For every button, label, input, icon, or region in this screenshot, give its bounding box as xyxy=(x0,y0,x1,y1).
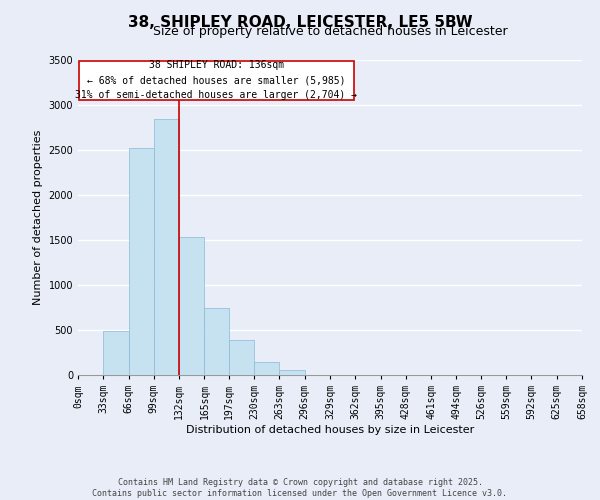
Bar xyxy=(154,120,179,375)
Bar xyxy=(205,308,229,375)
Bar xyxy=(254,362,280,375)
Bar xyxy=(179,238,205,375)
Title: Size of property relative to detached houses in Leicester: Size of property relative to detached ho… xyxy=(152,25,508,38)
Y-axis label: Number of detached properties: Number of detached properties xyxy=(33,130,43,305)
Text: 38 SHIPLEY ROAD: 136sqm
← 68% of detached houses are smaller (5,985)
31% of semi: 38 SHIPLEY ROAD: 136sqm ← 68% of detache… xyxy=(75,60,357,100)
Bar xyxy=(280,370,305,375)
Bar xyxy=(103,331,128,375)
Text: 38, SHIPLEY ROAD, LEICESTER, LE5 5BW: 38, SHIPLEY ROAD, LEICESTER, LE5 5BW xyxy=(128,15,472,30)
FancyBboxPatch shape xyxy=(79,61,354,100)
Text: Contains HM Land Registry data © Crown copyright and database right 2025.
Contai: Contains HM Land Registry data © Crown c… xyxy=(92,478,508,498)
Bar xyxy=(229,340,254,375)
Bar xyxy=(128,148,154,375)
X-axis label: Distribution of detached houses by size in Leicester: Distribution of detached houses by size … xyxy=(186,425,474,435)
